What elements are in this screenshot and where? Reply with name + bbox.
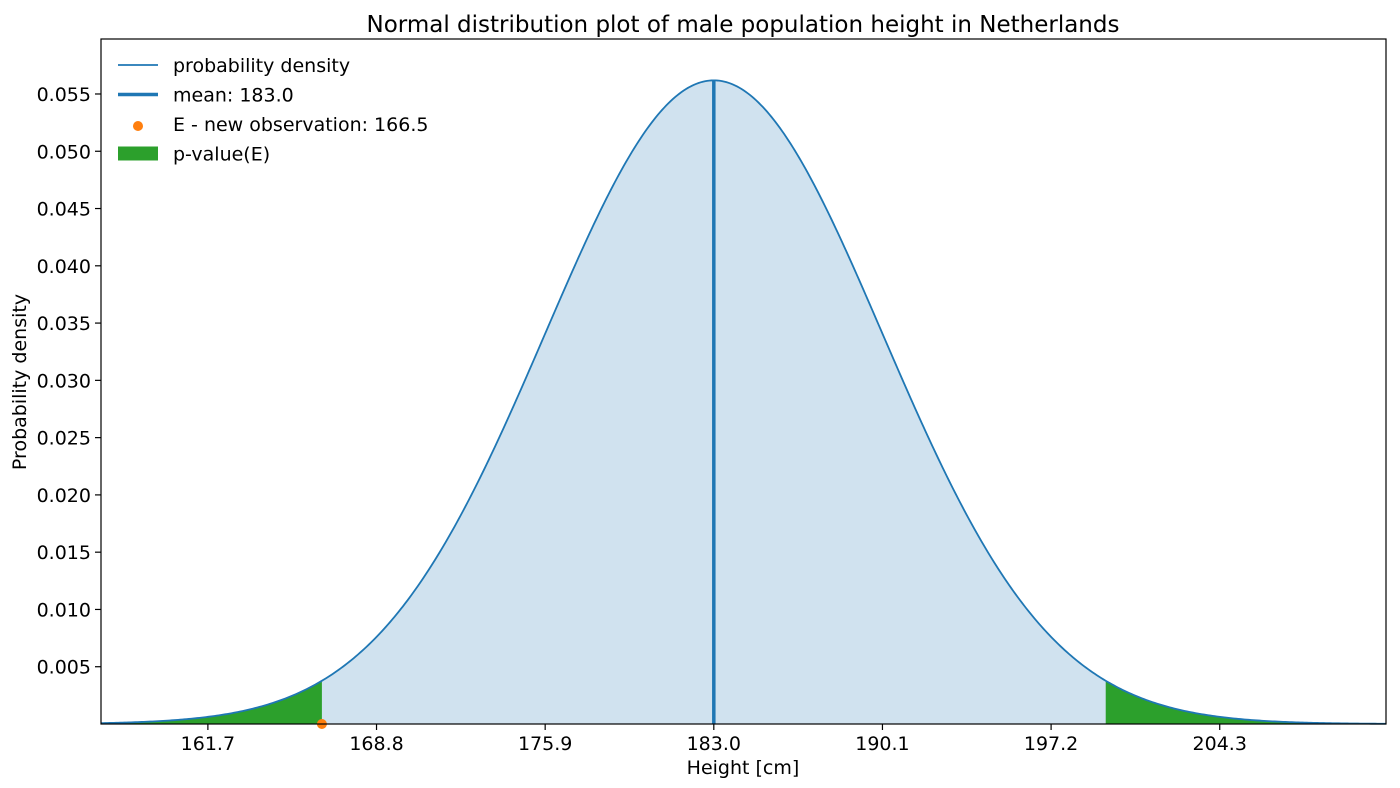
x-tick-label: 168.8 [349,733,403,755]
y-tick-label: 0.050 [37,141,91,163]
y-tick-label: 0.010 [37,599,91,621]
x-tick-label: 161.7 [181,733,235,755]
y-tick-label: 0.005 [37,657,91,679]
y-axis-label: Probability density [9,294,31,470]
y-tick-label: 0.045 [37,199,91,221]
y-tick-label: 0.025 [37,428,91,450]
y-tick-label: 0.020 [37,485,91,507]
p-value-region-right [1105,680,1386,724]
plot-frame [100,38,1387,725]
chart-title: Normal distribution plot of male populat… [367,12,1120,38]
p-value-region-left [101,680,322,724]
legend-label: mean: 183.0 [173,85,294,107]
density-curve [100,79,1387,725]
x-tick-label: 183.0 [687,733,741,755]
x-tick-label: 175.9 [518,733,572,755]
x-axis-label: Height [cm] [687,757,800,779]
plot-area [100,79,1387,729]
legend-marker-observation [133,121,143,131]
axes: 161.7 168.8 175.9 183.0 190.1 197.2 204.3 0.005… [37,38,1387,755]
x-tick-label: 197.2 [1024,733,1078,755]
legend-label: E - new observation: 166.5 [173,114,428,136]
y-tick-label: 0.030 [37,370,91,392]
legend: probability density mean: 183.0 E - new ob… [118,55,428,166]
x-tick-label: 204.3 [1193,733,1247,755]
y-tick-label: 0.055 [37,84,91,106]
y-tick-label: 0.040 [37,256,91,278]
x-tick-label: 190.1 [855,733,909,755]
legend-label: probability density [173,55,350,77]
legend-marker-p-value [118,146,158,161]
y-tick-label: 0.035 [37,313,91,335]
legend-label: p-value(E) [173,144,270,166]
density-fill-area [101,80,1386,725]
y-tick-label: 0.015 [37,542,91,564]
